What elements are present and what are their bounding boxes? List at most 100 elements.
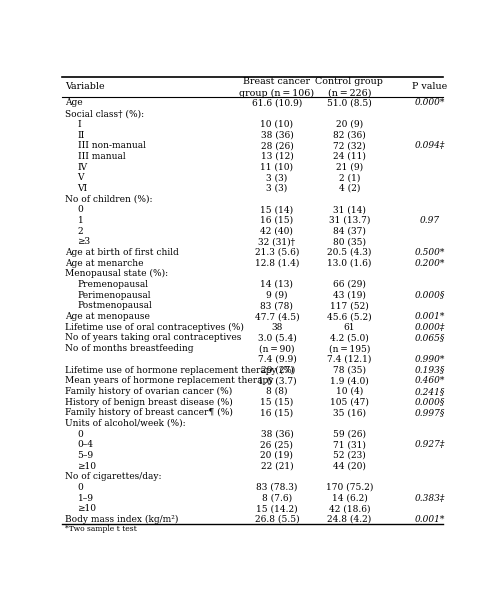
- Text: 61.6 (10.9): 61.6 (10.9): [252, 99, 302, 108]
- Text: 21.3 (5.6): 21.3 (5.6): [255, 248, 299, 257]
- Text: 38 (36): 38 (36): [261, 130, 293, 139]
- Text: 0.001*: 0.001*: [414, 515, 445, 524]
- Text: 38: 38: [271, 323, 282, 332]
- Text: 12.8 (1.4): 12.8 (1.4): [255, 258, 299, 267]
- Text: 4 (2): 4 (2): [338, 184, 360, 193]
- Text: 16 (15): 16 (15): [260, 408, 294, 417]
- Text: 3 (3): 3 (3): [266, 173, 287, 182]
- Text: 42 (18.6): 42 (18.6): [329, 504, 370, 513]
- Text: 15 (14.2): 15 (14.2): [256, 504, 298, 513]
- Text: VI: VI: [78, 184, 88, 193]
- Text: 8 (8): 8 (8): [266, 387, 288, 396]
- Text: Perimenopausal: Perimenopausal: [78, 291, 151, 300]
- Text: Family history of ovarian cancer (%): Family history of ovarian cancer (%): [65, 386, 233, 396]
- Text: 61: 61: [343, 323, 355, 332]
- Text: 20 (9): 20 (9): [336, 120, 363, 129]
- Text: Age at menarche: Age at menarche: [65, 258, 144, 267]
- Text: 0.094‡: 0.094‡: [414, 141, 445, 150]
- Text: No of children (%):: No of children (%):: [65, 195, 153, 204]
- Text: 14 (13): 14 (13): [260, 280, 293, 289]
- Text: 26 (25): 26 (25): [260, 440, 293, 449]
- Text: 80 (35): 80 (35): [333, 237, 366, 246]
- Text: 47.7 (4.5): 47.7 (4.5): [255, 312, 299, 321]
- Text: Postmenopausal: Postmenopausal: [78, 301, 152, 310]
- Text: 3.0 (5.4): 3.0 (5.4): [257, 334, 296, 343]
- Text: V: V: [78, 173, 84, 182]
- Text: Menopausal state (%):: Menopausal state (%):: [65, 269, 168, 278]
- Text: 16 (15): 16 (15): [260, 216, 294, 225]
- Text: 31 (14): 31 (14): [333, 206, 366, 215]
- Text: Lifetime use of hormone replacement therapy (%): Lifetime use of hormone replacement ther…: [65, 365, 296, 374]
- Text: 4.2 (5.0): 4.2 (5.0): [330, 334, 369, 343]
- Text: 0.000*: 0.000*: [414, 99, 445, 108]
- Text: IV: IV: [78, 162, 88, 171]
- Text: ≥3: ≥3: [78, 237, 91, 246]
- Text: 170 (75.2): 170 (75.2): [326, 483, 373, 492]
- Text: 0.927‡: 0.927‡: [414, 440, 445, 449]
- Text: 22 (21): 22 (21): [261, 462, 293, 471]
- Text: 3 (3): 3 (3): [266, 184, 287, 193]
- Text: 51.0 (8.5): 51.0 (8.5): [327, 99, 372, 108]
- Text: History of benign breast disease (%): History of benign breast disease (%): [65, 397, 233, 406]
- Text: 83 (78): 83 (78): [260, 301, 293, 310]
- Text: 35 (16): 35 (16): [333, 408, 366, 417]
- Text: 0: 0: [78, 206, 83, 215]
- Text: 29 (27): 29 (27): [261, 365, 293, 374]
- Text: 0.200*: 0.200*: [414, 258, 445, 267]
- Text: 15 (15): 15 (15): [260, 397, 294, 406]
- Text: 0.000§: 0.000§: [414, 291, 445, 300]
- Text: Body mass index (kg/m²): Body mass index (kg/m²): [65, 515, 179, 524]
- Text: 0–4: 0–4: [78, 440, 93, 449]
- Text: ≥10: ≥10: [78, 504, 96, 513]
- Text: 0.000‡: 0.000‡: [414, 323, 445, 332]
- Text: 84 (37): 84 (37): [333, 227, 366, 236]
- Text: III manual: III manual: [78, 152, 125, 161]
- Text: 0.001*: 0.001*: [414, 312, 445, 321]
- Text: 24.8 (4.2): 24.8 (4.2): [327, 515, 371, 524]
- Text: II: II: [78, 130, 85, 139]
- Text: 43 (19): 43 (19): [333, 291, 366, 300]
- Text: Social class† (%):: Social class† (%):: [65, 109, 145, 118]
- Text: Age: Age: [65, 99, 83, 108]
- Text: 82 (36): 82 (36): [333, 130, 366, 139]
- Text: 21 (9): 21 (9): [336, 162, 363, 171]
- Text: 14 (6.2): 14 (6.2): [332, 493, 367, 502]
- Text: 0.997§: 0.997§: [414, 408, 445, 417]
- Text: 9 (9): 9 (9): [266, 291, 288, 300]
- Text: 24 (11): 24 (11): [333, 152, 366, 161]
- Text: 66 (29): 66 (29): [333, 280, 366, 289]
- Text: III non-manual: III non-manual: [78, 141, 146, 150]
- Text: 10 (4): 10 (4): [336, 387, 363, 396]
- Text: 11 (10): 11 (10): [260, 162, 293, 171]
- Text: Units of alcohol/week (%):: Units of alcohol/week (%):: [65, 419, 186, 428]
- Text: 78 (35): 78 (35): [333, 365, 366, 374]
- Text: 0: 0: [78, 483, 83, 492]
- Text: 1.9 (4.0): 1.9 (4.0): [330, 376, 369, 385]
- Text: 32 (31)†: 32 (31)†: [258, 237, 295, 246]
- Text: 20.5 (4.3): 20.5 (4.3): [327, 248, 371, 257]
- Text: Lifetime use of oral contraceptives (%): Lifetime use of oral contraceptives (%): [65, 323, 244, 332]
- Text: 59 (26): 59 (26): [333, 430, 366, 439]
- Text: Premenopausal: Premenopausal: [78, 280, 149, 289]
- Text: Breast cancer
group (n = 106): Breast cancer group (n = 106): [240, 77, 314, 98]
- Text: 83 (78.3): 83 (78.3): [256, 483, 298, 492]
- Text: 0.383‡: 0.383‡: [414, 493, 445, 502]
- Text: 13 (12): 13 (12): [261, 152, 293, 161]
- Text: 7.4 (12.1): 7.4 (12.1): [327, 355, 371, 364]
- Text: 20 (19): 20 (19): [260, 451, 293, 460]
- Text: 15 (14): 15 (14): [260, 206, 294, 215]
- Text: ≥10: ≥10: [78, 462, 96, 471]
- Text: 0.460*: 0.460*: [414, 376, 445, 385]
- Text: I: I: [78, 120, 81, 129]
- Text: 38 (36): 38 (36): [261, 430, 293, 439]
- Text: (n = 90): (n = 90): [259, 344, 295, 353]
- Text: 42 (40): 42 (40): [260, 227, 293, 236]
- Text: Variable: Variable: [65, 82, 105, 91]
- Text: 13.0 (1.6): 13.0 (1.6): [327, 258, 371, 267]
- Text: No of months breastfeeding: No of months breastfeeding: [65, 344, 194, 353]
- Text: 28 (26): 28 (26): [261, 141, 293, 150]
- Text: 2: 2: [78, 227, 83, 236]
- Text: 1: 1: [78, 216, 83, 225]
- Text: 1–9: 1–9: [78, 493, 93, 502]
- Text: 2 (1): 2 (1): [338, 173, 360, 182]
